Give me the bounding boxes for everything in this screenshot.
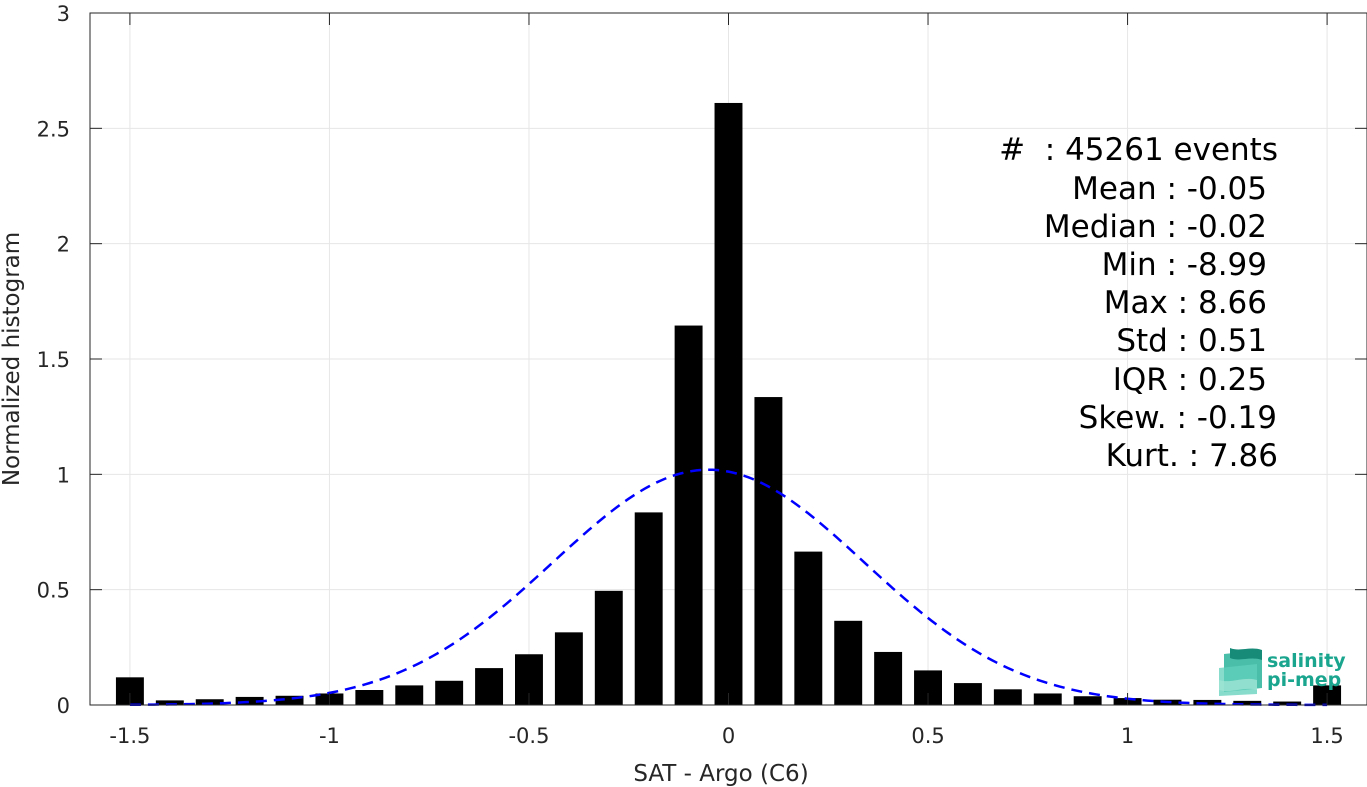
histogram-bar (1033, 693, 1062, 705)
x-tick-label: -1.5 (109, 724, 150, 748)
y-tick-label: 0.5 (37, 579, 70, 603)
histogram-bar (275, 695, 304, 705)
histogram-bar (195, 699, 224, 705)
histogram-bar (594, 590, 623, 705)
y-tick-label: 3 (57, 2, 70, 26)
histogram-bar (235, 696, 264, 705)
stats-min: Min : -8.99 (1102, 247, 1267, 283)
stats-mean: Mean : -0.05 (1072, 171, 1267, 207)
y-tick-label: 0 (57, 694, 70, 718)
histogram-bar (1273, 701, 1302, 705)
histogram-bar (155, 700, 184, 705)
histogram-bar (714, 102, 743, 705)
x-tick-label: -0.5 (508, 724, 549, 748)
logo-text-pimep: pi-mep (1267, 669, 1341, 691)
logo-wave-icon (1219, 648, 1262, 696)
stats-events: # : 45261 events (999, 132, 1278, 168)
x-tick-label: 0 (722, 724, 735, 748)
histogram-bar (634, 512, 663, 705)
histogram-bar (674, 325, 703, 705)
histogram-bar (395, 685, 424, 705)
stats-kurt: Kurt. : 7.86 (1106, 438, 1278, 474)
tick-labels: -1.5 -1 -0.5 0 0.5 1 1.5 0 0.5 1 1.5 2 2.5 3 (37, 2, 1344, 748)
y-tick-label: 2.5 (37, 117, 70, 141)
histogram-bar (993, 689, 1022, 705)
stats-annotation: # : 45261 events Mean : -0.05 Median : -… (999, 132, 1278, 474)
y-tick-label: 1 (57, 463, 70, 487)
histogram-bar (754, 397, 783, 705)
x-axis-label: SAT - Argo (C6) (633, 761, 808, 787)
stats-std: Std : 0.51 (1116, 323, 1267, 359)
y-tick-label: 1.5 (37, 348, 70, 372)
histogram-bar (834, 620, 863, 705)
stats-max: Max : 8.66 (1104, 285, 1267, 321)
stats-iqr: IQR : 0.25 (1113, 362, 1267, 398)
histogram-bar (1073, 696, 1102, 705)
y-tick-label: 2 (57, 233, 70, 257)
histogram-bar (475, 668, 504, 705)
salinity-pimep-logo: salinity pi-mep (1219, 648, 1346, 696)
y-axis-label: Normalized histogram (0, 232, 25, 486)
histogram-bar (435, 680, 464, 705)
histogram-bar (355, 690, 384, 705)
histogram-bar (874, 651, 903, 705)
logo-text-salinity: salinity (1267, 650, 1346, 672)
histogram-bar (953, 683, 982, 705)
x-tick-label: 1.5 (1310, 724, 1343, 748)
stats-skew: Skew. : -0.19 (1079, 400, 1277, 436)
histogram-bar (1233, 700, 1262, 705)
x-tick-label: -1 (319, 724, 340, 748)
x-tick-label: 1 (1121, 724, 1134, 748)
axes (89, 12, 1367, 706)
stats-median: Median : -0.02 (1044, 209, 1267, 245)
bars (115, 102, 1342, 705)
histogram-bar (794, 551, 823, 705)
x-tick-label: 0.5 (911, 724, 944, 748)
histogram-bar (554, 632, 583, 705)
